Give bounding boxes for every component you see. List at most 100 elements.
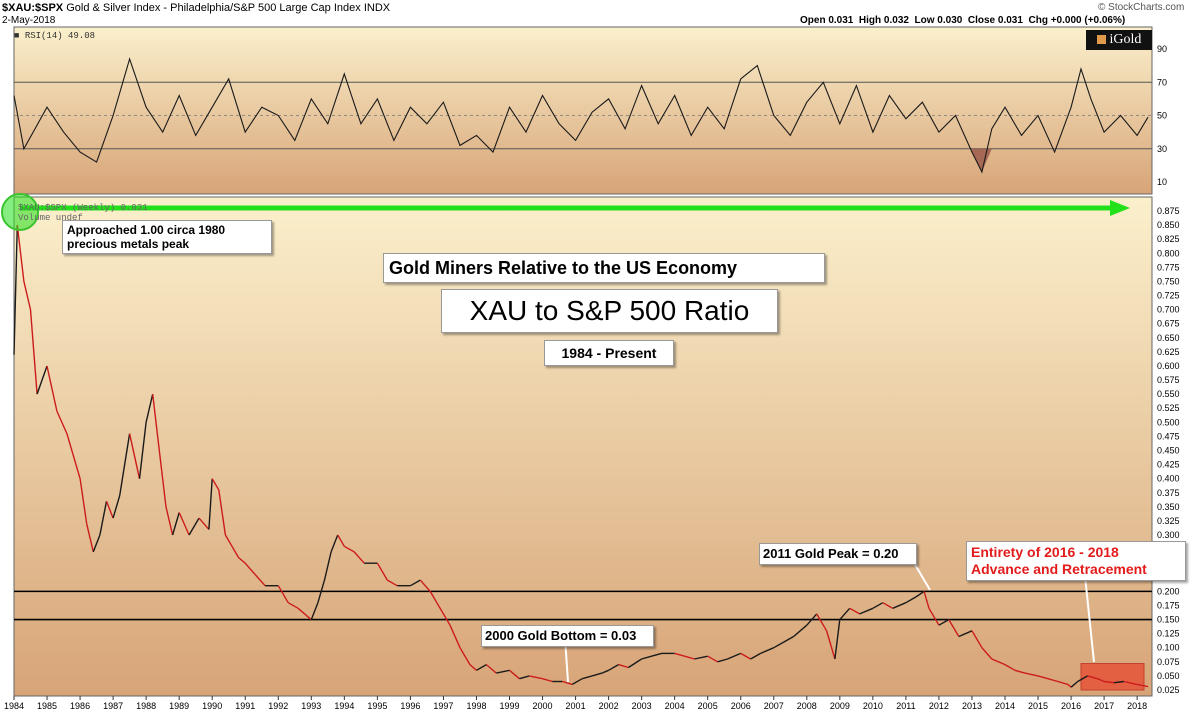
price-line-segment <box>218 489 227 536</box>
x-tick-label: 2001 <box>566 701 586 711</box>
price-line-segment <box>297 607 312 621</box>
x-tick-label: 2016 <box>1061 701 1081 711</box>
price-line-segment <box>773 641 785 649</box>
quote-close: Close 0.031 <box>967 15 1023 26</box>
logo-icon <box>1096 35 1106 44</box>
x-tick-label: 1996 <box>400 701 420 711</box>
price-line-segment <box>958 630 973 638</box>
price-line-segment <box>923 591 930 609</box>
price-legend: $XAU:$SPX (Weekly) 0.031 <box>18 203 148 213</box>
rsi-panel-background <box>13 26 1153 195</box>
price-y-tick-label: 0.750 <box>1157 276 1180 286</box>
price-line-segment <box>1024 672 1039 677</box>
price-line-segment <box>317 579 326 603</box>
callout-pointer-2016 <box>1084 575 1095 663</box>
price-line-segment <box>1067 683 1072 688</box>
price-line-segment <box>727 652 741 660</box>
price-line-segment <box>694 655 708 660</box>
price-y-tick-label: 0.300 <box>1157 530 1180 540</box>
price-y-tick-label: 0.200 <box>1157 586 1180 596</box>
x-tick-label: 1988 <box>136 701 156 711</box>
price-line-segment <box>717 658 728 663</box>
price-line-segment <box>1097 678 1105 683</box>
price-line-segment <box>825 630 836 660</box>
price-line-segment <box>469 664 477 671</box>
price-line-segment <box>353 551 365 564</box>
price-line-segment <box>337 534 345 547</box>
x-tick-label: 1994 <box>334 701 354 711</box>
price-line-segment <box>277 585 289 604</box>
chart-header-title: $XAU:$SPX Gold & Silver Index - Philadel… <box>2 2 390 14</box>
price-y-tick-label: 0.075 <box>1157 657 1180 667</box>
price-line-segment <box>674 652 685 657</box>
price-line-segment <box>238 557 246 564</box>
annotation-2011-peak: 2011 Gold Peak = 0.20 <box>759 543 917 565</box>
price-line-segment <box>542 678 553 683</box>
price-line-segment <box>859 607 874 615</box>
x-tick-label: 2012 <box>929 701 949 711</box>
chart-title: XAU to S&P 500 Ratio <box>441 289 778 333</box>
annotation-2016-2018: Entirety of 2016 - 2018 Advance and Retr… <box>966 541 1186 581</box>
price-line-segment <box>562 680 573 686</box>
quote-bar: Open 0.031 High 0.032 Low 0.030 Close 0.… <box>800 15 1125 26</box>
price-y-tick-label: 0.375 <box>1157 488 1180 498</box>
price-line-segment <box>519 675 530 680</box>
price-y-tick-label: 0.325 <box>1157 516 1180 526</box>
exchange: INDX <box>363 2 391 14</box>
price-line-segment <box>707 655 718 663</box>
price-line-segment <box>86 523 94 553</box>
price-y-tick-label: 0.775 <box>1157 262 1180 272</box>
quote-open: Open 0.031 <box>800 15 854 26</box>
rsi-label: RSI(14) 49.08 <box>24 31 96 41</box>
peak-highlight-circle <box>1 193 39 231</box>
price-line-segment <box>476 663 487 671</box>
price-y-tick-label: 0.450 <box>1157 446 1180 456</box>
price-y-tick-label: 0.400 <box>1157 474 1180 484</box>
price-line-segment <box>211 478 220 491</box>
price-line-segment <box>651 652 662 657</box>
x-tick-label: 1987 <box>103 701 123 711</box>
price-line-segment <box>628 658 642 669</box>
price-line-segment <box>343 545 355 553</box>
price-line-segment <box>991 658 1006 666</box>
x-tick-label: 2003 <box>632 701 652 711</box>
x-tick-label: 2018 <box>1127 701 1147 711</box>
price-line-segment <box>509 669 520 680</box>
price-line-segment <box>56 410 68 434</box>
price-line-segment <box>938 618 950 626</box>
price-line-segment <box>760 647 775 655</box>
price-line-segment <box>834 619 841 660</box>
price-y-tick-label: 0.175 <box>1157 600 1180 610</box>
x-tick-label: 1995 <box>367 701 387 711</box>
x-tick-label: 2004 <box>665 701 685 711</box>
price-y-tick-label: 0.800 <box>1157 248 1180 258</box>
x-tick-label: 1998 <box>466 701 486 711</box>
price-line-segment <box>816 613 828 632</box>
annotation-2000-bottom: 2000 Gold Bottom = 0.03 <box>481 625 654 647</box>
price-line-segment <box>872 602 884 609</box>
price-line-segment <box>1057 680 1068 686</box>
price-y-tick-label: 0.725 <box>1157 291 1180 301</box>
price-line-segment <box>1113 680 1124 684</box>
price-line-segment <box>376 562 388 581</box>
price-line-segment <box>750 652 761 660</box>
price-line-segment <box>178 512 190 536</box>
x-tick-label: 2005 <box>698 701 718 711</box>
price-line-segment <box>1077 675 1088 683</box>
price-line-segment <box>13 225 18 355</box>
rsi-legend: ■ RSI(14) 49.08 <box>14 31 96 41</box>
price-line-segment <box>128 433 141 479</box>
price-y-tick-label: 0.875 <box>1157 206 1180 216</box>
price-y-tick-label: 0.050 <box>1157 671 1180 681</box>
x-tick-label: 2002 <box>599 701 619 711</box>
price-line-segment <box>36 365 48 395</box>
price-line-segment <box>330 534 339 553</box>
price-line-segment <box>23 281 32 310</box>
price-line-segment <box>793 624 808 638</box>
price-line-segment <box>99 501 108 536</box>
price-line-segment <box>1014 669 1025 674</box>
price-y-tick-label: 0.500 <box>1157 417 1180 427</box>
igold-logo: iGold <box>1086 30 1152 50</box>
price-line-segment <box>529 675 543 680</box>
price-y-tick-label: 0.150 <box>1157 615 1180 625</box>
